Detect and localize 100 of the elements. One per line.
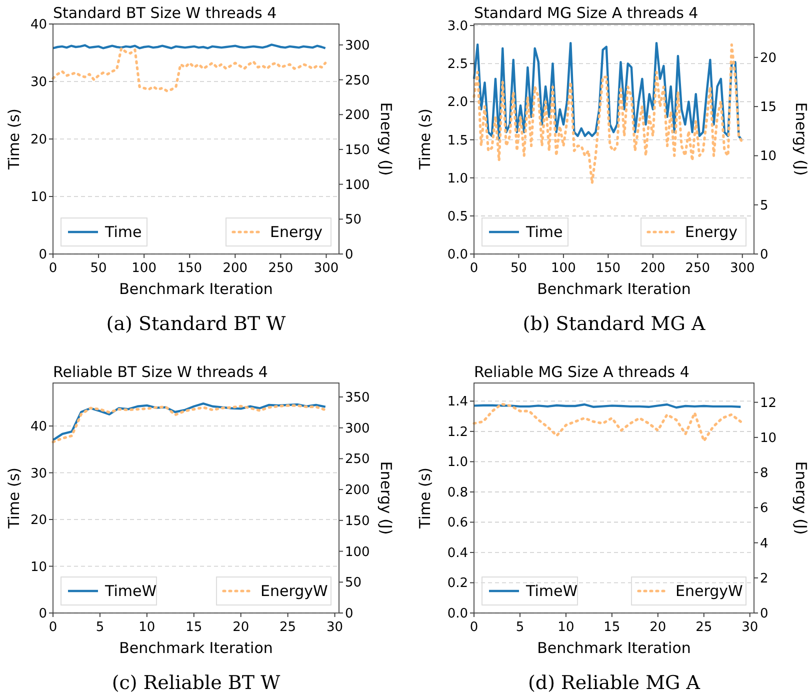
y-tick-label: 0: [38, 606, 47, 622]
legend: Time: [482, 218, 568, 246]
x-tick-label: 200: [222, 261, 248, 276]
y-axis-title: Time (s): [5, 468, 23, 530]
y2-tick-label: 200: [345, 108, 370, 124]
chart-title: Standard MG Size A threads 4: [474, 4, 698, 22]
y-tick-label: 2.0: [447, 95, 468, 110]
y-tick-label: 40: [30, 18, 47, 32]
x-tick-label: 300: [314, 261, 339, 276]
legend-label: Energy: [270, 223, 323, 241]
line-series: [52, 47, 327, 92]
y-tick-label: 10: [30, 560, 47, 575]
x-tick-label: 30: [742, 620, 758, 635]
y2-tick-label: 0: [345, 606, 354, 622]
legend-label: Time: [525, 223, 563, 241]
y2-tick-label: 100: [345, 178, 370, 193]
x-tick-label: 50: [510, 261, 527, 276]
x-tick-label: 0: [48, 620, 58, 635]
y2-tick-label: 2: [760, 571, 768, 586]
y-tick-label: 1.2: [447, 424, 468, 440]
y2-tick-label: 5: [760, 198, 768, 214]
y2-tick-label: 0: [760, 248, 768, 262]
chart-title: Reliable MG Size A threads 4: [474, 363, 690, 381]
y-tick-label: 30: [30, 75, 47, 90]
y2-tick-label: 15: [760, 100, 777, 116]
y-tick-label: 0.0: [447, 248, 468, 262]
y2-tick-label: 6: [760, 501, 768, 516]
y2-tick-label: 8: [760, 466, 768, 482]
text: (d) Reliable MG A: [528, 672, 700, 694]
x-tick-label: 0: [470, 620, 478, 635]
y2-tick-label: 200: [345, 483, 370, 498]
y2-tick-label: 4: [760, 536, 768, 552]
legend: EnergyW: [631, 576, 746, 606]
x-tick-label: 5: [96, 620, 104, 635]
legend-label: EnergyW: [676, 582, 744, 600]
y-tick-label: 0.5: [447, 209, 468, 224]
y2-tick-label: 10: [760, 430, 777, 446]
x-tick-label: 20: [650, 620, 666, 635]
legend: Energy: [226, 218, 332, 246]
chart-title: Reliable BT Size W threads 4: [53, 363, 268, 381]
x-tick-label: 100: [132, 261, 156, 276]
y-tick-label: 0: [38, 248, 47, 262]
y-tick-label: 40: [30, 420, 47, 435]
x-tick-label: 100: [551, 261, 576, 276]
y-tick-label: 1.5: [447, 133, 468, 148]
y-tick-label: 1.4: [447, 394, 468, 410]
legend: TimeW: [482, 576, 578, 606]
y2-tick-label: 12: [760, 396, 777, 411]
y2-tick-label: 250: [345, 452, 370, 468]
x-tick-label: 200: [640, 261, 666, 276]
legend-label: TimeW: [525, 582, 578, 600]
y-tick-label: 20: [30, 132, 47, 148]
chart-title: Standard BT Size W threads 4: [53, 4, 277, 22]
legend-label: TimeW: [104, 582, 157, 600]
legend: Energy: [640, 218, 746, 246]
x-tick-label: 30: [326, 620, 344, 635]
x-axis-title: Benchmark Iteration: [119, 639, 273, 657]
x-tick-label: 300: [730, 261, 755, 276]
y-tick-label: 10: [30, 190, 47, 205]
y2-tick-label: 0: [760, 606, 768, 622]
x-tick-label: 150: [177, 261, 202, 276]
y-tick-label: 0.4: [447, 546, 468, 561]
y-axis-title: Time (s): [416, 108, 434, 170]
legend: EnergyW: [216, 576, 332, 606]
x-tick-label: 25: [280, 620, 296, 635]
y-tick-label: 30: [30, 466, 47, 482]
y2-axis-title: Energy (J): [377, 461, 395, 535]
text: (c) Reliable BT W: [112, 672, 281, 694]
x-tick-label: 250: [685, 261, 710, 276]
text: (a) Standard BT W: [106, 313, 286, 335]
y2-tick-label: 150: [345, 514, 370, 529]
y2-axis-title: Energy (J): [792, 102, 808, 176]
x-axis-title: Benchmark Iteration: [119, 280, 273, 298]
y-tick-label: 0.8: [447, 485, 468, 500]
y-axis-title: Time (s): [416, 468, 434, 530]
x-tick-label: 25: [696, 620, 712, 635]
x-tick-label: 50: [90, 261, 107, 276]
y-tick-label: 1.0: [447, 455, 468, 470]
line-series: [472, 402, 742, 442]
legend: Time: [60, 218, 148, 246]
y-tick-label: 0.0: [447, 606, 468, 622]
y2-tick-label: 300: [345, 38, 370, 54]
y-tick-label: 3.0: [447, 19, 468, 34]
y2-tick-label: 50: [345, 212, 362, 228]
y2-tick-label: 300: [345, 421, 370, 436]
legend: TimeW: [60, 576, 157, 606]
legend-label: Time: [104, 223, 142, 241]
y2-tick-label: 100: [345, 544, 370, 560]
y-tick-label: 2.5: [447, 57, 468, 72]
x-tick-label: 0: [48, 261, 58, 276]
x-tick-label: 15: [186, 620, 202, 635]
y2-tick-label: 50: [345, 576, 362, 591]
y-tick-label: 0.2: [447, 576, 468, 592]
line-series: [472, 42, 743, 141]
legend-label: EnergyW: [260, 582, 328, 600]
y2-tick-label: 0: [345, 248, 354, 262]
legend-label: Energy: [685, 223, 738, 241]
line-series: [472, 43, 743, 185]
x-tick-label: 0: [470, 261, 478, 276]
x-tick-label: 10: [558, 620, 574, 635]
